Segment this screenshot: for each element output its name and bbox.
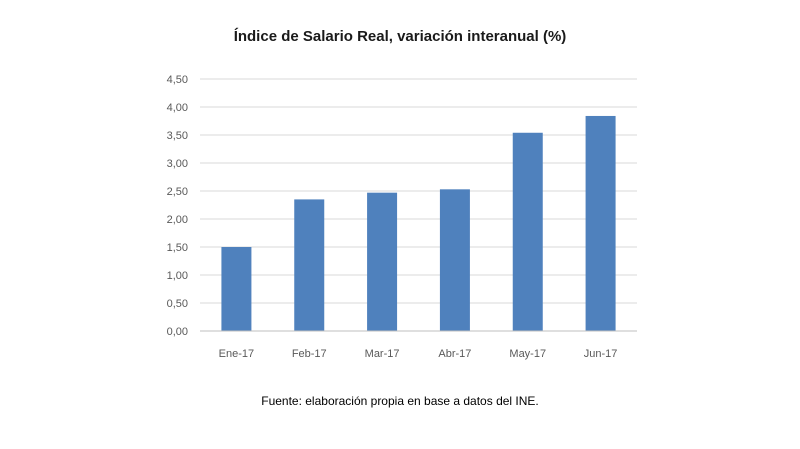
- bar: [585, 115, 616, 332]
- y-tick-label: 0,00: [167, 326, 188, 338]
- chart-title: Índice de Salario Real, variación intera…: [233, 28, 567, 45]
- bar: [221, 247, 252, 331]
- x-tick-label: May-17: [509, 348, 546, 360]
- y-tick-label: 4,50: [167, 74, 188, 86]
- y-tick-label: 0,50: [167, 298, 188, 310]
- x-tick-label: Jun-17: [584, 348, 618, 360]
- y-tick-label: 4,00: [167, 102, 188, 114]
- x-tick-label: Ene-17: [219, 348, 254, 360]
- y-tick-label: 1,50: [167, 242, 188, 254]
- x-tick-label: Mar-17: [365, 348, 400, 360]
- tick-labels: 0,00 0,50 1,00 1,50 2,00 2,50 3,00 3,50 4,00 4,50…: [167, 74, 618, 360]
- y-tick-label: 2,00: [167, 214, 188, 226]
- source-note: Fuente: elaboración propia en base a dat…: [261, 394, 539, 408]
- y-tick-label: 1,00: [167, 270, 188, 282]
- y-tick-label: 3,00: [167, 158, 188, 170]
- bar: [512, 132, 543, 331]
- bar: [367, 192, 398, 331]
- x-tick-label: Feb-17: [292, 348, 327, 360]
- bar: [294, 199, 325, 331]
- y-tick-label: 3,50: [167, 130, 188, 142]
- bars: [221, 115, 616, 332]
- bar: [439, 189, 470, 331]
- gridlines: [200, 78, 637, 304]
- y-tick-label: 2,50: [167, 186, 188, 198]
- x-tick-label: Abr-17: [438, 348, 471, 360]
